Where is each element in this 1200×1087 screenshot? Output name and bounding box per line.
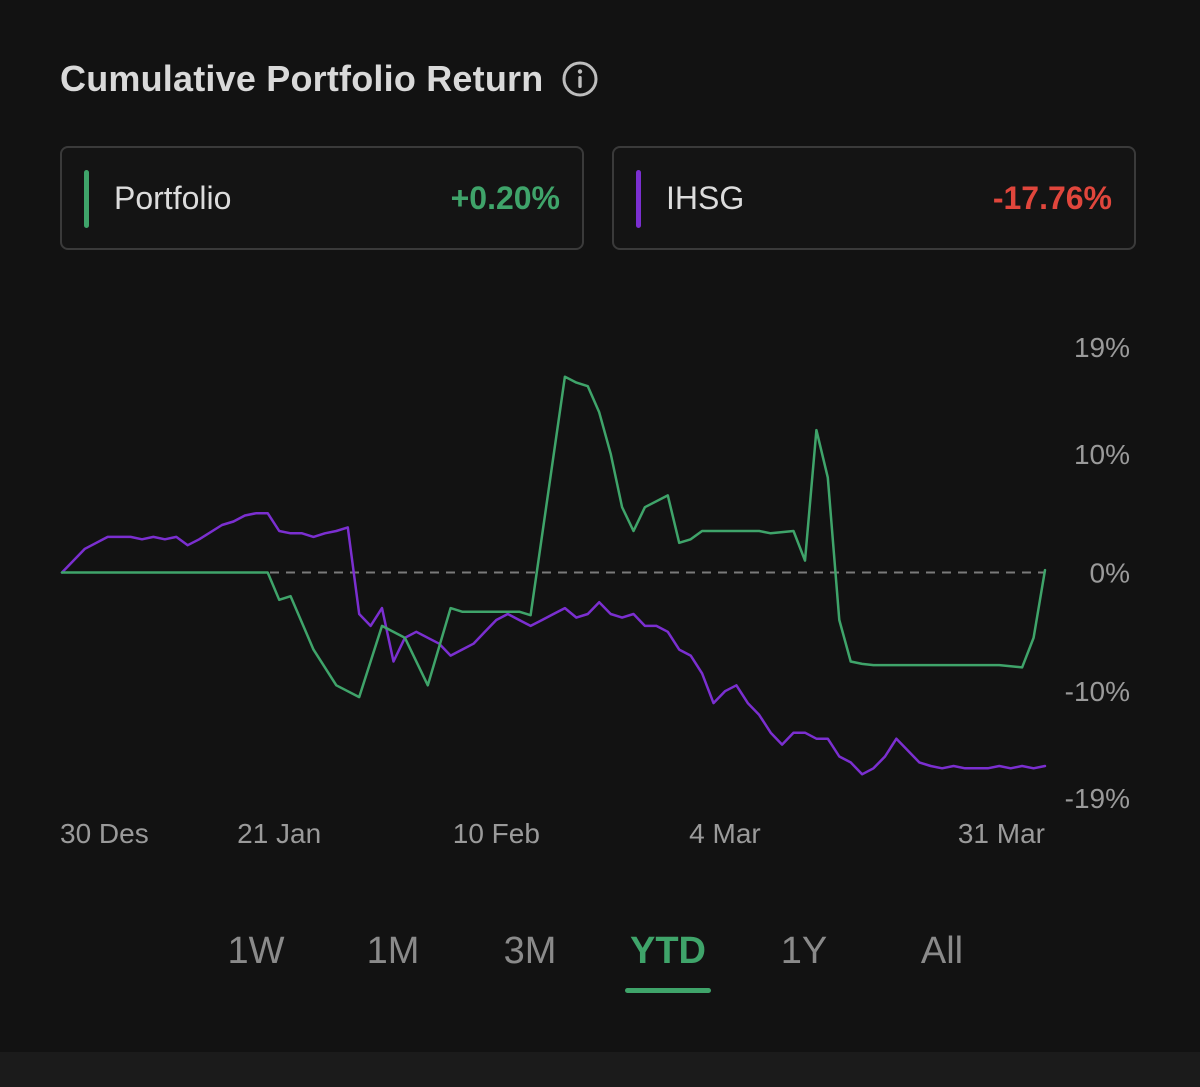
legend-swatch-ihsg bbox=[636, 170, 641, 228]
y-tick-label: -10% bbox=[1065, 676, 1130, 707]
tab-ytd[interactable]: YTD bbox=[608, 930, 728, 993]
y-tick-label: 19% bbox=[1074, 332, 1130, 363]
legend-label-portfolio: Portfolio bbox=[114, 180, 232, 216]
y-tick-label: -19% bbox=[1065, 783, 1130, 814]
line-chart[interactable]: 19% 10% 0% -10% -19% 30 Des 21 Jan 10 Feb 4 Mar… bbox=[0, 0, 1200, 880]
y-tick-label: 10% bbox=[1074, 439, 1130, 470]
legend-value-ihsg: -17.76% bbox=[992, 180, 1112, 216]
x-tick-label: 30 Des bbox=[60, 818, 149, 849]
legend-value-portfolio: +0.20% bbox=[450, 180, 560, 216]
series-line-ihsg bbox=[60, 511, 1047, 776]
tab-1m[interactable]: 1M bbox=[366, 930, 420, 972]
legend-card-portfolio[interactable]: Portfolio +0.20% bbox=[60, 146, 584, 250]
tab-ytd-label: YTD bbox=[630, 930, 706, 972]
x-tick-label: 4 Mar bbox=[689, 818, 761, 849]
x-tick-label: 10 Feb bbox=[453, 818, 540, 849]
header: Cumulative Portfolio Return bbox=[60, 58, 599, 100]
active-tab-indicator bbox=[625, 988, 711, 993]
range-tabs: 1W 1M 3M YTD 1Y All bbox=[0, 930, 1200, 1000]
info-icon[interactable] bbox=[561, 60, 599, 98]
tab-1w[interactable]: 1W bbox=[227, 930, 285, 972]
tab-3m[interactable]: 3M bbox=[503, 930, 557, 972]
page-title: Cumulative Portfolio Return bbox=[60, 58, 544, 99]
legend-card-ihsg[interactable]: IHSG -17.76% bbox=[612, 146, 1136, 250]
x-axis: 30 Des 21 Jan 10 Feb 4 Mar 31 Mar bbox=[60, 818, 1045, 849]
series-layer bbox=[60, 375, 1047, 776]
x-tick-label: 31 Mar bbox=[958, 818, 1045, 849]
y-axis: 19% 10% 0% -10% -19% bbox=[1065, 332, 1130, 814]
tab-all[interactable]: All bbox=[920, 930, 964, 972]
series-line-portfolio bbox=[60, 375, 1047, 699]
legend-swatch-portfolio bbox=[84, 170, 89, 228]
bottom-bar bbox=[0, 1052, 1200, 1087]
tab-1y[interactable]: 1Y bbox=[780, 930, 828, 972]
y-tick-label: 0% bbox=[1090, 558, 1130, 589]
x-tick-label: 21 Jan bbox=[237, 818, 321, 849]
legend-label-ihsg: IHSG bbox=[666, 180, 745, 216]
